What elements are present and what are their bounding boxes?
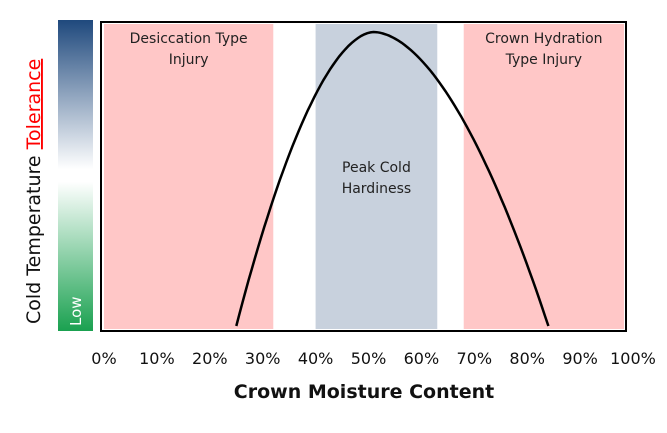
x-tick-label: 70% xyxy=(457,349,493,368)
region-label-2: Crown Hydration xyxy=(485,31,602,47)
x-tick-label: 40% xyxy=(298,349,334,368)
y-axis-label: Cold Temperature Tolerance xyxy=(23,59,45,324)
tolerance-gradient-bar xyxy=(58,20,93,331)
x-tick-label: 80% xyxy=(509,349,545,368)
region-1 xyxy=(315,24,438,329)
region-label-2: Type Injury xyxy=(505,52,582,68)
x-tick-label: 30% xyxy=(245,349,281,368)
region-0 xyxy=(104,24,274,329)
plot-frame xyxy=(100,21,627,332)
y-axis-label-main: Cold Temperature xyxy=(23,155,45,324)
region-label-1: Hardiness xyxy=(342,181,411,197)
region-label-1: Peak Cold xyxy=(342,160,411,176)
y-axis-label-highlight: Tolerance xyxy=(23,59,45,151)
x-tick-label: 50% xyxy=(351,349,387,368)
x-axis-label: Crown Moisture Content xyxy=(234,381,494,403)
x-tick-label: 0% xyxy=(91,349,116,368)
region-label-0: Injury xyxy=(169,52,209,68)
low-label: Low xyxy=(67,296,85,326)
x-tick-label: 10% xyxy=(139,349,175,368)
x-tick-label: 60% xyxy=(404,349,440,368)
x-tick-label: 90% xyxy=(562,349,598,368)
region-label-0: Desiccation Type xyxy=(130,31,248,47)
region-2 xyxy=(463,24,624,329)
hardiness-curve xyxy=(235,30,550,327)
x-tick-label: 100% xyxy=(610,349,656,368)
x-tick-label: 20% xyxy=(192,349,228,368)
